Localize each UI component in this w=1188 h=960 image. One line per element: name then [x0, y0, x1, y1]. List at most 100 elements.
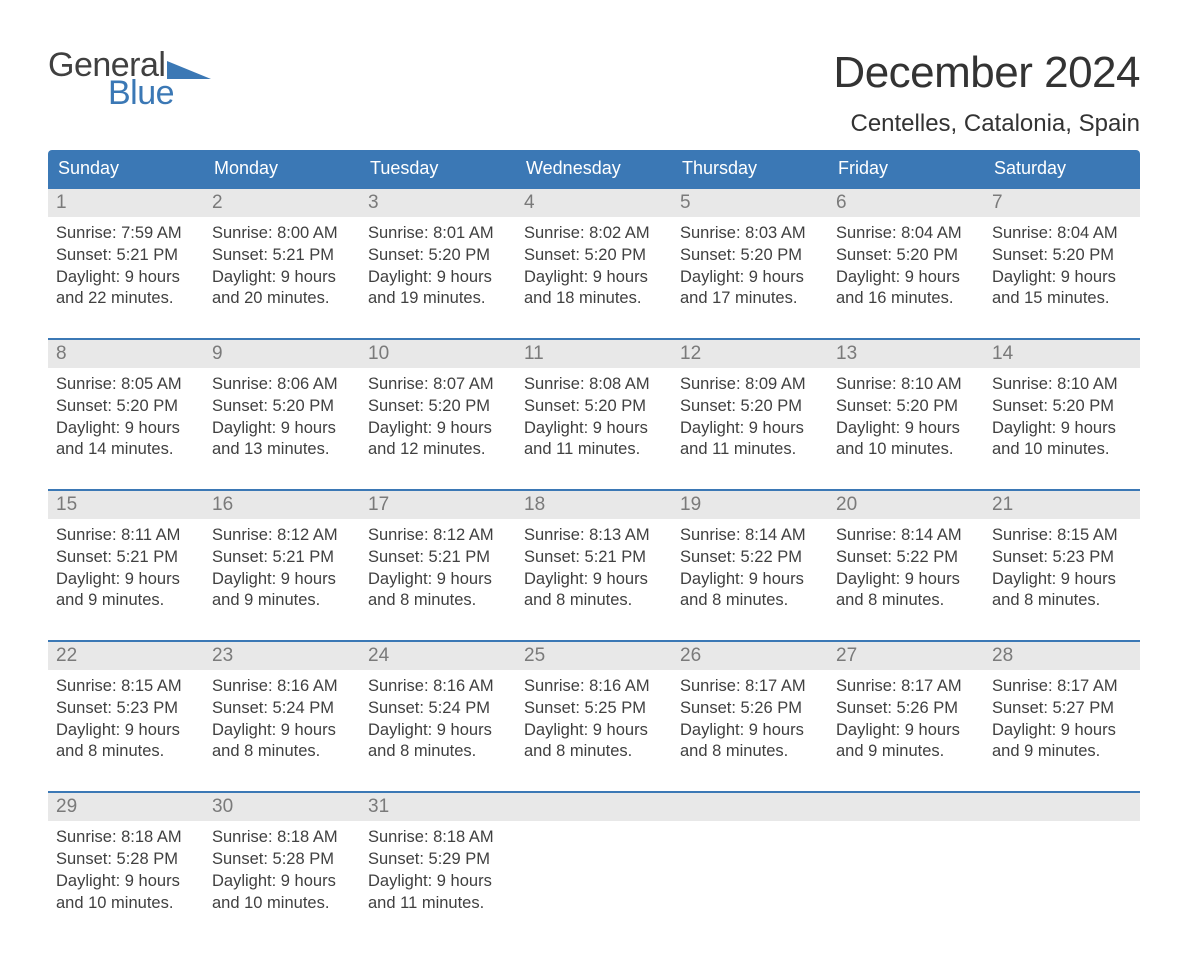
- day-details: Sunrise: 8:18 AMSunset: 5:28 PMDaylight:…: [204, 821, 360, 914]
- calendar-day-cell: 28Sunrise: 8:17 AMSunset: 5:27 PMDayligh…: [984, 642, 1140, 769]
- calendar-week: 29Sunrise: 8:18 AMSunset: 5:28 PMDayligh…: [48, 791, 1140, 920]
- day-number-row: 16: [204, 491, 360, 519]
- calendar-day-cell: 22Sunrise: 8:15 AMSunset: 5:23 PMDayligh…: [48, 642, 204, 769]
- day-details: Sunrise: 8:16 AMSunset: 5:24 PMDaylight:…: [360, 670, 516, 763]
- day-details: Sunrise: 8:12 AMSunset: 5:21 PMDaylight:…: [360, 519, 516, 612]
- daylight-line-2: and 9 minutes.: [212, 590, 352, 612]
- daylight-line-2: and 9 minutes.: [992, 741, 1132, 763]
- daylight-line-1: Daylight: 9 hours: [524, 418, 664, 440]
- daylight-line-2: and 16 minutes.: [836, 288, 976, 310]
- week-gap: [48, 467, 1140, 489]
- day-number-row: 24: [360, 642, 516, 670]
- day-details: Sunrise: 8:16 AMSunset: 5:24 PMDaylight:…: [204, 670, 360, 763]
- sunrise-line: Sunrise: 8:16 AM: [368, 676, 508, 698]
- day-details: Sunrise: 8:10 AMSunset: 5:20 PMDaylight:…: [984, 368, 1140, 461]
- sunrise-line: Sunrise: 8:01 AM: [368, 223, 508, 245]
- day-number-row: 3: [360, 189, 516, 217]
- day-details: Sunrise: 7:59 AMSunset: 5:21 PMDaylight:…: [48, 217, 204, 310]
- daylight-line-2: and 15 minutes.: [992, 288, 1132, 310]
- sunrise-line: Sunrise: 8:03 AM: [680, 223, 820, 245]
- day-details: Sunrise: 8:04 AMSunset: 5:20 PMDaylight:…: [828, 217, 984, 310]
- day-number: [516, 793, 672, 821]
- title-block: December 2024 Centelles, Catalonia, Spai…: [833, 48, 1140, 138]
- day-number-row: 9: [204, 340, 360, 368]
- day-number-row: 1: [48, 189, 204, 217]
- calendar-header-cell: Monday: [204, 150, 360, 189]
- day-details: Sunrise: 8:13 AMSunset: 5:21 PMDaylight:…: [516, 519, 672, 612]
- sunset-line: Sunset: 5:28 PM: [212, 849, 352, 871]
- sunset-line: Sunset: 5:20 PM: [368, 245, 508, 267]
- day-number-row: [984, 793, 1140, 821]
- daylight-line-1: Daylight: 9 hours: [212, 871, 352, 893]
- sunset-line: Sunset: 5:24 PM: [212, 698, 352, 720]
- day-number: 22: [48, 642, 204, 670]
- calendar-day-cell: 4Sunrise: 8:02 AMSunset: 5:20 PMDaylight…: [516, 189, 672, 316]
- day-number-row: 18: [516, 491, 672, 519]
- day-details: Sunrise: 8:05 AMSunset: 5:20 PMDaylight:…: [48, 368, 204, 461]
- day-details: Sunrise: 8:00 AMSunset: 5:21 PMDaylight:…: [204, 217, 360, 310]
- day-number: 21: [984, 491, 1140, 519]
- day-number: 31: [360, 793, 516, 821]
- day-details: Sunrise: 8:02 AMSunset: 5:20 PMDaylight:…: [516, 217, 672, 310]
- sunset-line: Sunset: 5:23 PM: [56, 698, 196, 720]
- calendar-header-cell: Thursday: [672, 150, 828, 189]
- daylight-line-1: Daylight: 9 hours: [680, 418, 820, 440]
- calendar-header-cell: Wednesday: [516, 150, 672, 189]
- calendar-day-cell: [984, 793, 1140, 920]
- day-number-row: 29: [48, 793, 204, 821]
- sunrise-line: Sunrise: 8:17 AM: [836, 676, 976, 698]
- day-number-row: 13: [828, 340, 984, 368]
- daylight-line-2: and 9 minutes.: [56, 590, 196, 612]
- daylight-line-2: and 8 minutes.: [368, 590, 508, 612]
- sunrise-line: Sunrise: 8:12 AM: [212, 525, 352, 547]
- day-details: Sunrise: 8:16 AMSunset: 5:25 PMDaylight:…: [516, 670, 672, 763]
- daylight-line-2: and 11 minutes.: [680, 439, 820, 461]
- sunset-line: Sunset: 5:20 PM: [836, 245, 976, 267]
- daylight-line-2: and 11 minutes.: [368, 893, 508, 915]
- day-details: Sunrise: 8:04 AMSunset: 5:20 PMDaylight:…: [984, 217, 1140, 310]
- sunset-line: Sunset: 5:21 PM: [368, 547, 508, 569]
- day-number: 7: [984, 189, 1140, 217]
- location-subtitle: Centelles, Catalonia, Spain: [833, 110, 1140, 138]
- sunrise-line: Sunrise: 8:02 AM: [524, 223, 664, 245]
- sunset-line: Sunset: 5:20 PM: [524, 396, 664, 418]
- day-details: Sunrise: 8:14 AMSunset: 5:22 PMDaylight:…: [828, 519, 984, 612]
- day-number: 9: [204, 340, 360, 368]
- calendar-day-cell: 27Sunrise: 8:17 AMSunset: 5:26 PMDayligh…: [828, 642, 984, 769]
- sunset-line: Sunset: 5:20 PM: [524, 245, 664, 267]
- daylight-line-1: Daylight: 9 hours: [368, 871, 508, 893]
- day-number-row: 17: [360, 491, 516, 519]
- daylight-line-2: and 8 minutes.: [212, 741, 352, 763]
- daylight-line-2: and 13 minutes.: [212, 439, 352, 461]
- sunrise-line: Sunrise: 8:06 AM: [212, 374, 352, 396]
- calendar-body: 1Sunrise: 7:59 AMSunset: 5:21 PMDaylight…: [48, 189, 1140, 920]
- day-number-row: 14: [984, 340, 1140, 368]
- calendar-day-cell: 5Sunrise: 8:03 AMSunset: 5:20 PMDaylight…: [672, 189, 828, 316]
- calendar-day-cell: 26Sunrise: 8:17 AMSunset: 5:26 PMDayligh…: [672, 642, 828, 769]
- header: General Blue December 2024 Centelles, Ca…: [48, 48, 1140, 138]
- calendar-day-cell: 17Sunrise: 8:12 AMSunset: 5:21 PMDayligh…: [360, 491, 516, 618]
- calendar-day-cell: [828, 793, 984, 920]
- sunset-line: Sunset: 5:28 PM: [56, 849, 196, 871]
- calendar-day-cell: 10Sunrise: 8:07 AMSunset: 5:20 PMDayligh…: [360, 340, 516, 467]
- sunrise-line: Sunrise: 8:08 AM: [524, 374, 664, 396]
- page-title: December 2024: [833, 48, 1140, 98]
- sunrise-line: Sunrise: 8:18 AM: [368, 827, 508, 849]
- calendar-day-cell: 15Sunrise: 8:11 AMSunset: 5:21 PMDayligh…: [48, 491, 204, 618]
- sunrise-line: Sunrise: 8:14 AM: [836, 525, 976, 547]
- sunrise-line: Sunrise: 8:18 AM: [56, 827, 196, 849]
- day-number: 29: [48, 793, 204, 821]
- daylight-line-1: Daylight: 9 hours: [212, 267, 352, 289]
- day-number: 5: [672, 189, 828, 217]
- daylight-line-2: and 18 minutes.: [524, 288, 664, 310]
- sunset-line: Sunset: 5:23 PM: [992, 547, 1132, 569]
- calendar-day-cell: 25Sunrise: 8:16 AMSunset: 5:25 PMDayligh…: [516, 642, 672, 769]
- day-number: 26: [672, 642, 828, 670]
- sunset-line: Sunset: 5:21 PM: [56, 245, 196, 267]
- daylight-line-2: and 14 minutes.: [56, 439, 196, 461]
- day-number-row: 25: [516, 642, 672, 670]
- sunrise-line: Sunrise: 8:05 AM: [56, 374, 196, 396]
- day-number-row: 15: [48, 491, 204, 519]
- day-details: Sunrise: 8:18 AMSunset: 5:29 PMDaylight:…: [360, 821, 516, 914]
- sunset-line: Sunset: 5:27 PM: [992, 698, 1132, 720]
